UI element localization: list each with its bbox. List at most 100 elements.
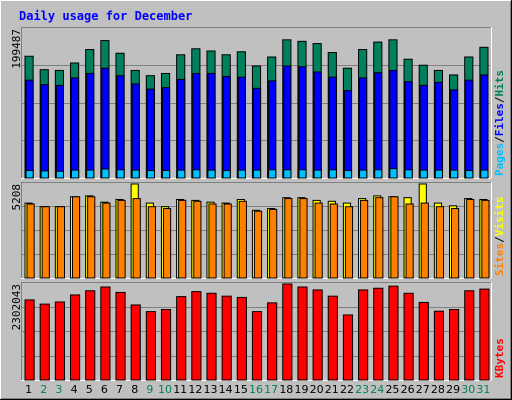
bar-sites [466,198,475,279]
x-tick-label: 13 [204,383,218,396]
bar-files [40,84,49,179]
bar-pages [480,169,489,179]
bar-kbytes [358,289,369,381]
bar-files [419,84,428,179]
x-tick-label: 23 [355,383,369,396]
bar-pages [252,169,262,179]
bar-files [177,78,186,179]
bar-kbytes [403,292,414,381]
bar-kbytes [479,288,490,381]
bar-sites [117,199,126,279]
bar-pages [161,170,171,179]
bar-kbytes [24,299,35,381]
bar-files [343,90,353,179]
bar-files [480,74,489,179]
x-tick-label: 4 [71,383,78,396]
bar-files [131,83,140,179]
bar-kbytes [267,302,278,381]
bar-sites [405,203,414,279]
x-tick-label: 28 [431,383,445,396]
bar-files [268,80,277,179]
x-tick-label: 27 [416,383,430,396]
bar-sites [26,203,35,279]
bar-kbytes [327,295,338,381]
legend: KBytes [493,338,506,378]
bar-files [313,71,322,179]
bar-kbytes [100,286,111,381]
panel-kbytes: 2302043 KBytes [10,282,506,381]
bar-pages [434,169,444,179]
bar-pages [343,170,353,179]
legend-entry: Visits [493,197,506,237]
bar-sites [193,200,202,279]
bar-pages [374,169,383,179]
bar-kbytes [312,289,323,381]
bar-files [25,79,34,179]
bar-pages [25,170,34,179]
chart-title: Daily usage for December [19,9,192,23]
bar-kbytes [145,311,156,381]
x-tick-label: 8 [131,383,138,396]
bar-pages [389,168,398,179]
bar-sites [269,208,278,279]
bar-pages [465,170,474,179]
bar-pages [177,169,186,179]
bar-sites [178,199,187,279]
legend-entry: / [493,96,506,103]
x-tick-label: 24 [370,383,384,396]
y-max-label: 5208 [10,184,23,211]
bar-kbytes [115,291,126,381]
bar-sites [102,202,111,279]
bar-files [252,87,262,179]
bar-pages [328,169,337,179]
bar-sites [162,208,172,279]
legend: Sites/Visits [493,197,506,277]
bar-kbytes [433,310,445,381]
bar-kbytes [39,303,50,381]
bar-pages [298,169,307,179]
bar-sites [451,208,460,279]
bar-sites [56,206,65,279]
bar-pages [116,169,125,179]
bar-pages [419,169,428,179]
bar-kbytes [418,301,429,381]
legend-entry: Hits [493,70,506,97]
bar-kbytes [251,311,263,381]
bar-sites [299,198,308,279]
x-axis-labels: 1 2 3 4 5 6 7 8 9 10 11 12 13 14 15 16 17 18 19 20 21 22 23 24 2… [25,383,490,396]
bar-kbytes [130,304,141,381]
bar-sites [71,196,81,279]
x-tick-label: 30 [461,383,475,396]
x-tick-label: 1 [25,383,32,396]
x-tick-label: 22 [340,383,354,396]
bar-kbytes [464,290,475,381]
legend-entry: / [493,236,506,243]
bar-pages [313,169,322,179]
bar-sites [87,196,96,279]
bar-sites [329,203,338,279]
bar-files [237,76,246,179]
bar-pages [283,169,292,179]
bar-sites [344,206,354,279]
x-tick-label: 11 [173,383,187,396]
bar-files [207,72,216,179]
bar-files [101,67,110,179]
bar-sites [481,199,490,279]
x-tick-label: 16 [249,383,263,396]
bar-sites [314,202,323,279]
legend-entry: Sites [493,243,506,276]
legend-entry: Files [493,103,506,136]
bar-files [116,75,125,179]
legend-entry: / [493,136,506,143]
bar-kbytes [221,295,232,381]
x-tick-label: 3 [55,383,62,396]
bar-kbytes [160,309,172,381]
legend-entry: Pages [493,143,506,176]
bar-files [222,75,231,179]
bar-sites [253,210,263,279]
bar-sites [223,203,232,279]
bar-files [86,72,95,179]
x-tick-label: 7 [116,383,123,396]
bar-sites [420,202,429,279]
